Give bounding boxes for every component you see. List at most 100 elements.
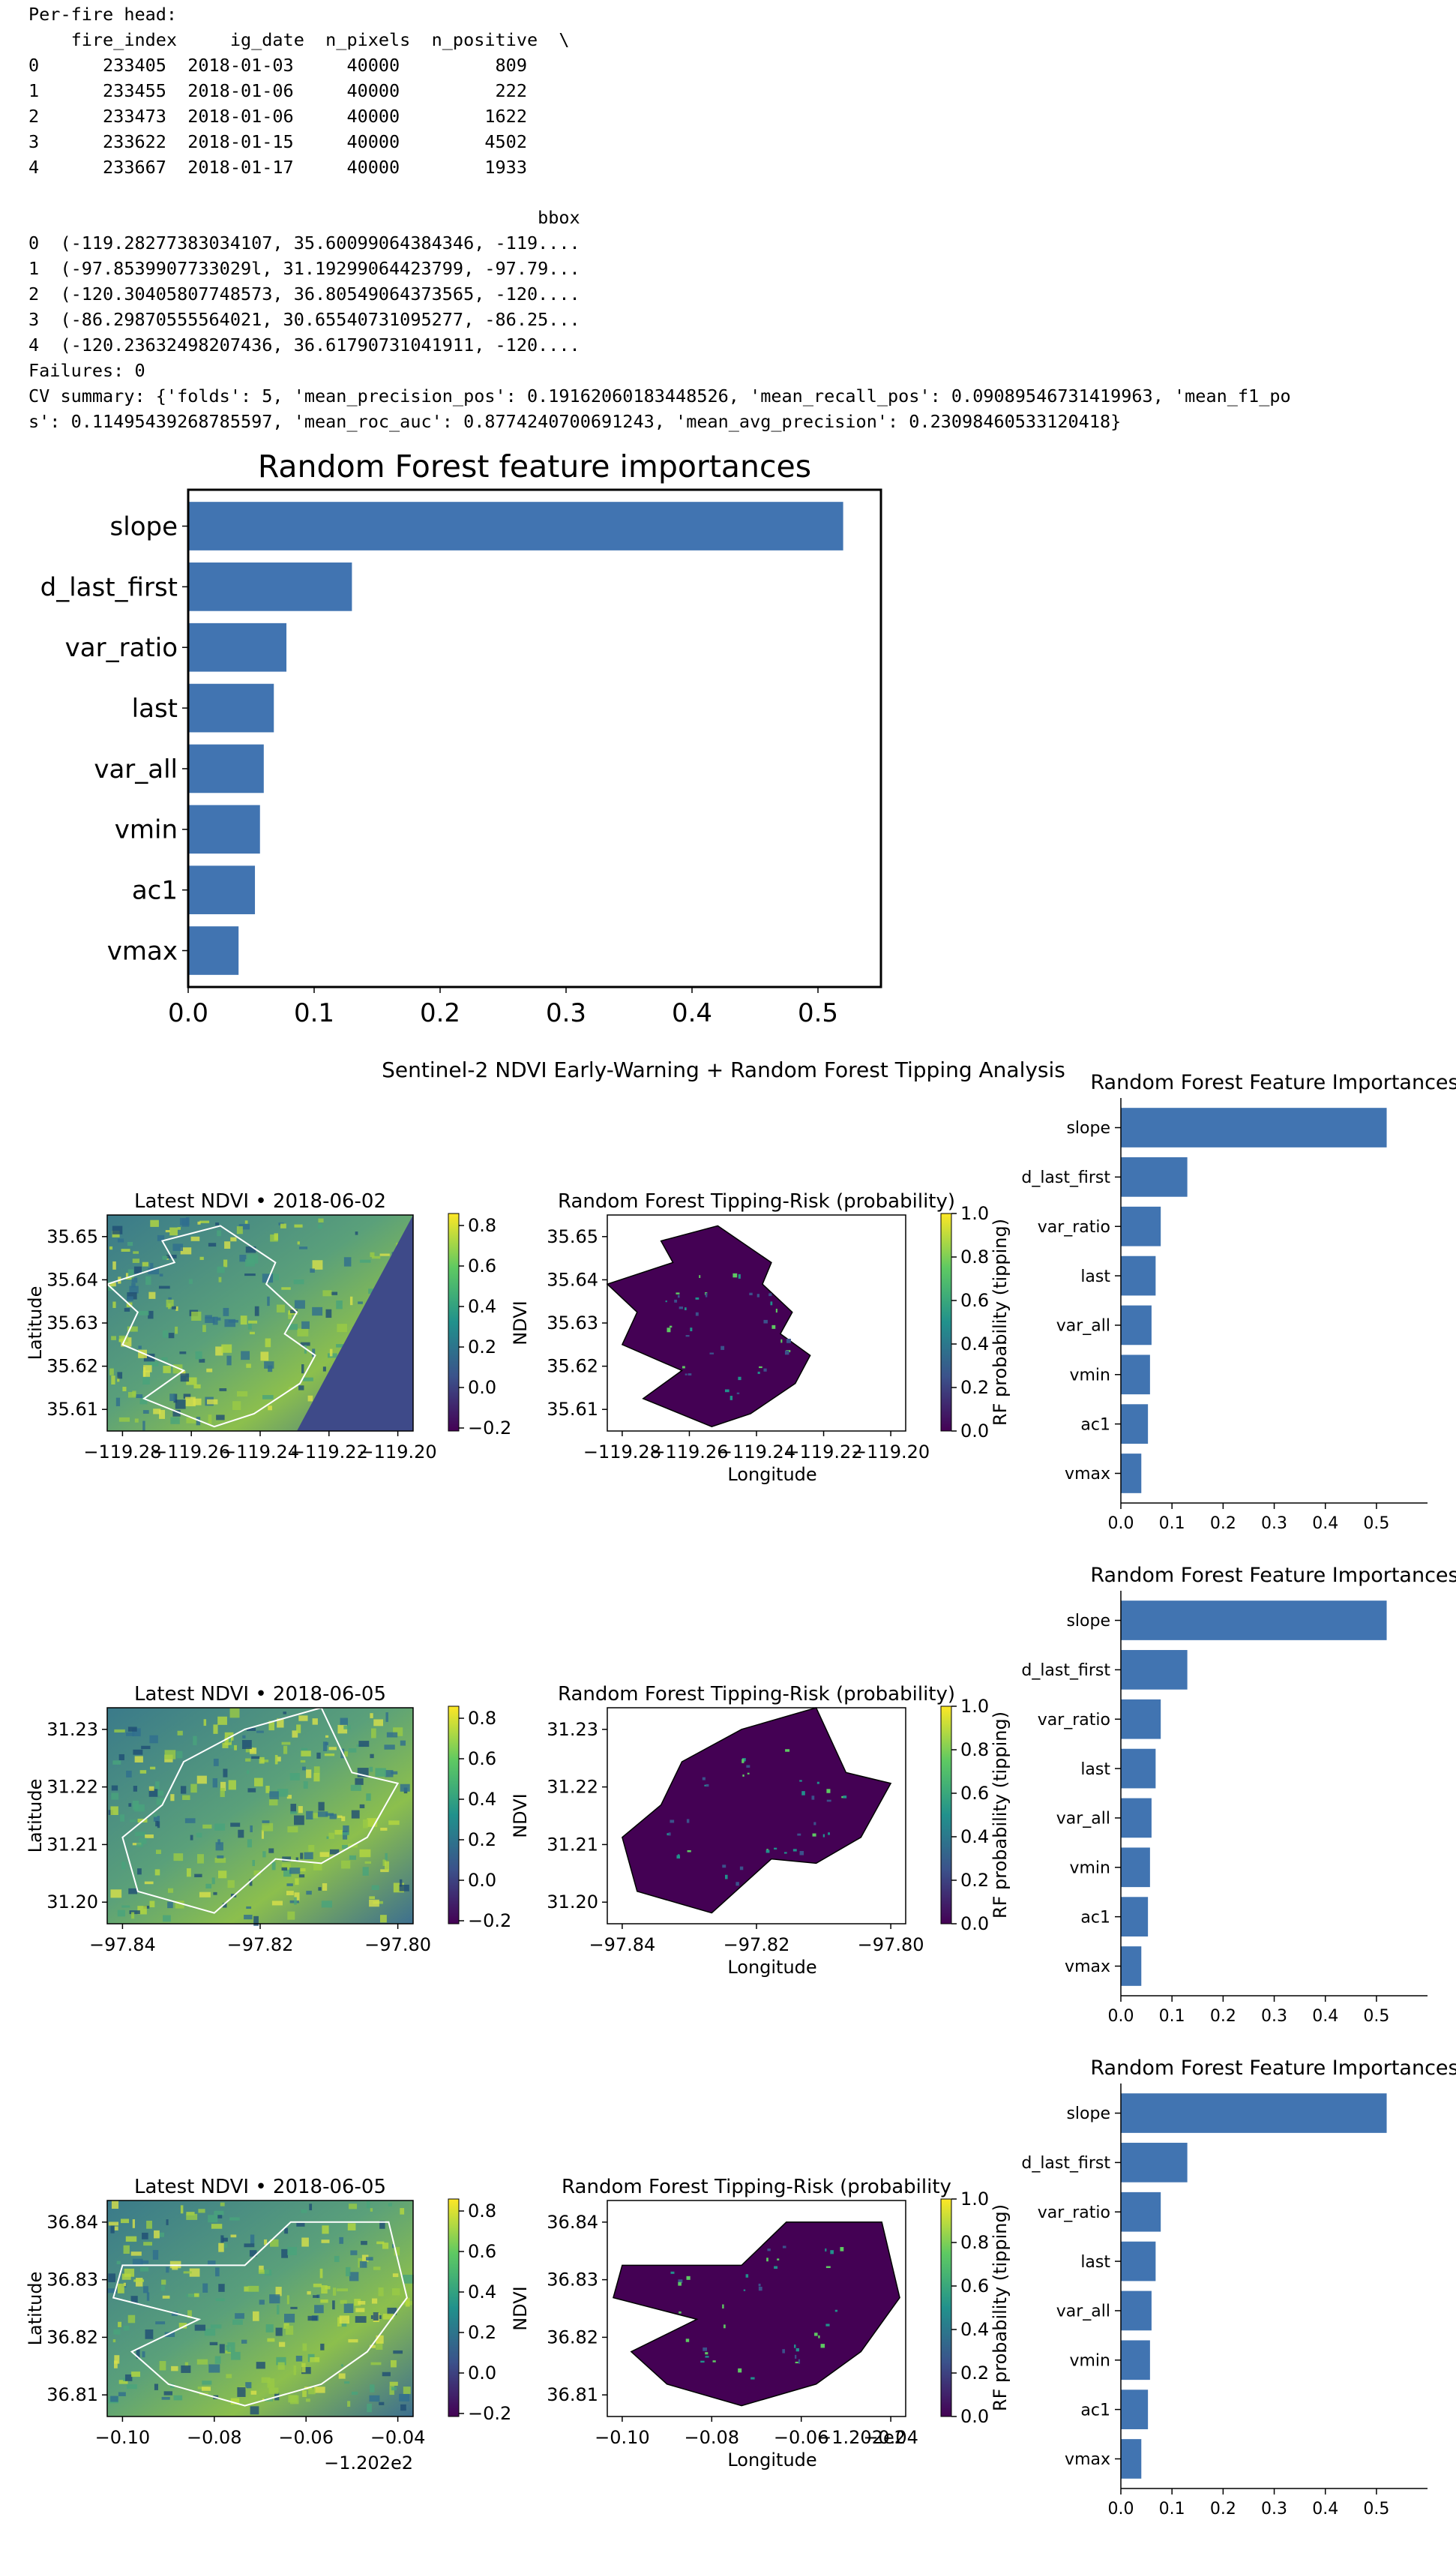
risk-ytick-label: 35.63 [547, 1312, 598, 1334]
risk-colorbar-tick: 1.0 [960, 1696, 989, 1717]
risk-colorbar-tick: 0.0 [960, 2406, 989, 2427]
ndvi-map [106, 2200, 414, 2417]
ndvi-xtick-label: −119.20 [359, 1442, 437, 1462]
risk-colorbar-tick: 0.8 [960, 2232, 989, 2253]
ndvi-colorbar-tick: 0.6 [468, 2241, 496, 2262]
xtick-label: 0.2 [1210, 2007, 1236, 2026]
ytick-label-vmin: vmin [115, 815, 178, 845]
bar-var_ratio [1121, 1699, 1161, 1739]
ytick-label-slope: slope [110, 512, 178, 542]
ndvi-ytick-label: 35.65 [46, 1226, 98, 1247]
stdout-head-label: Per-fire head: [28, 4, 178, 25]
ndvi-colorbar-tick: 0.2 [468, 2322, 496, 2343]
xtick-label: 0.2 [1210, 2500, 1236, 2518]
ndvi-xtick-label: −119.22 [290, 1442, 368, 1462]
ytick-label-slope: slope [1066, 2104, 1110, 2123]
ytick-label-d_last_first: d_last_first [1021, 1661, 1110, 1680]
risk-ytick-label: 31.23 [547, 1719, 598, 1740]
ndvi-colorbar-tick: 0.0 [468, 2362, 496, 2384]
ndvi-colorbar-tick: 0.6 [468, 1748, 496, 1769]
risk-colorbar [940, 1706, 952, 1924]
ytick-label-vmin: vmin [1069, 1366, 1110, 1384]
ndvi-ytick-label: 31.21 [46, 1834, 98, 1855]
risk-xtick-label: −97.82 [724, 1934, 790, 1955]
ndvi-xtick-label: −0.06 [278, 2427, 334, 2448]
stdout-head-row-1: 1 233455 2018-01-06 40000 222 [28, 80, 527, 101]
risk-colorbar-tick: 0.2 [960, 1377, 989, 1398]
xtick-label: 0.4 [672, 998, 712, 1028]
risk-xlabel: Longitude [727, 1957, 816, 1978]
ndvi-ytick-label: 36.83 [46, 2270, 98, 2290]
bar-slope [1121, 1108, 1387, 1148]
bar-vmax [1121, 1454, 1142, 1493]
risk-ytick-label: 36.82 [547, 2326, 598, 2348]
ytick-label-var_all: var_all [1056, 1810, 1110, 1828]
risk-colorbar-tick: 0.8 [960, 1246, 989, 1268]
ndvi-xtick-label: −97.82 [227, 1934, 294, 1955]
risk-colorbar-label: RF probability (tipping) [990, 2204, 1011, 2411]
ndvi-colorbar [448, 2198, 460, 2417]
risk-ytick-label: 36.83 [547, 2270, 598, 2290]
stdout-cv-summary-line-2: s': 0.11495439268785597, 'mean_roc_auc':… [28, 411, 1122, 432]
stdout-head-row-4: 4 233667 2018-01-17 40000 1933 [28, 157, 527, 178]
risk-ytick-label: 36.81 [547, 2384, 598, 2405]
risk-colorbar-tick: 1.0 [960, 2188, 989, 2210]
panel-row-3: Latest NDVI • 2018-06-05−0.10 −0.08 −0.06−… [25, 2056, 1456, 2518]
risk-colorbar-tick: 0.0 [960, 1913, 989, 1934]
importances-title: Random Forest Feature Importances [1090, 1071, 1456, 1094]
ytick-label-ac1: ac1 [132, 876, 178, 906]
ndvi-xtick-label: −0.08 [187, 2427, 242, 2448]
stdout-bbox-row-0: 0 (-119.28277383034107, 35.6009906438434… [28, 232, 580, 254]
ndvi-colorbar [448, 1213, 460, 1432]
ndvi-xtick-label: −119.24 [221, 1442, 299, 1462]
risk-ytick-label: 35.62 [547, 1356, 598, 1377]
risk-colorbar-tick: 0.6 [960, 2276, 989, 2296]
ytick-label-vmin: vmin [1069, 2351, 1110, 2370]
risk-map [607, 2200, 906, 2417]
chart-title: Random Forest feature importances [258, 448, 811, 484]
bar-vmin [1121, 1847, 1150, 1888]
ndvi-colorbar-tick: 0.6 [468, 1256, 496, 1276]
ndvi-ytick-label: 31.22 [46, 1777, 98, 1798]
ytick-label-var_ratio: var_ratio [1038, 1711, 1110, 1730]
risk-map [607, 1707, 906, 1924]
ndvi-colorbar-tick: −0.2 [468, 1910, 511, 1931]
xtick-label: 0.3 [1261, 1514, 1287, 1533]
bar-var_ratio [1121, 1206, 1161, 1246]
xtick-label: 0.5 [1363, 1514, 1389, 1533]
xtick-label: 0.2 [420, 998, 460, 1028]
ndvi-ytick-label: 36.84 [46, 2212, 98, 2233]
xtick-label: 0.1 [1159, 1514, 1185, 1533]
bar-var_all [1121, 1305, 1152, 1346]
ytick-label-var_ratio: var_ratio [1038, 1218, 1110, 1237]
ndvi-ytick-label: 35.63 [46, 1312, 98, 1334]
risk-xtick-label: −119.22 [785, 1442, 863, 1462]
ytick-label-ac1: ac1 [1080, 2401, 1110, 2420]
risk-colorbar-tick: 0.4 [960, 1826, 989, 1847]
panel-row-2: Latest NDVI • 2018-06-05 −97.84 −97.82 −97.… [25, 1564, 1456, 2026]
bar-ac1 [1121, 1897, 1149, 1936]
risk-colorbar-tick: 0.8 [960, 1739, 989, 1760]
risk-map-title: Random Forest Tipping-Risk (probability) [558, 1683, 955, 1706]
risk-xtick-label: −119.24 [718, 1442, 795, 1462]
ndvi-colorbar-tick: 0.0 [468, 1870, 496, 1891]
risk-colorbar-tick: 0.6 [960, 1290, 989, 1311]
bar-var_all [1121, 2290, 1152, 2331]
bar-var_ratio [188, 622, 287, 672]
ytick-label-slope: slope [1066, 1119, 1110, 1138]
risk-xtick-label: −119.20 [852, 1442, 930, 1462]
ndvi-colorbar-tick: −0.2 [468, 2403, 511, 2424]
risk-ytick-label: 31.20 [547, 1892, 598, 1912]
risk-xtick-label: −0.10 [595, 2427, 650, 2448]
ndvi-ylabel: Latitude [25, 1779, 46, 1853]
risk-colorbar-tick: 1.0 [960, 1203, 989, 1224]
ndvi-colorbar-tick: 0.8 [468, 1708, 496, 1729]
risk-xtick-label: −97.84 [589, 1934, 655, 1955]
stdout-head-row-3: 3 233622 2018-01-15 40000 4502 [28, 131, 527, 152]
ndvi-colorbar-tick: 0.4 [468, 1789, 496, 1810]
risk-xtick-label: −119.28 [583, 1442, 661, 1462]
risk-colorbar-tick: 0.2 [960, 1870, 989, 1891]
risk-ylabel: NDVI [510, 2286, 531, 2331]
stdout-failures: Failures: 0 [28, 360, 145, 381]
bar-vmin [188, 805, 260, 854]
